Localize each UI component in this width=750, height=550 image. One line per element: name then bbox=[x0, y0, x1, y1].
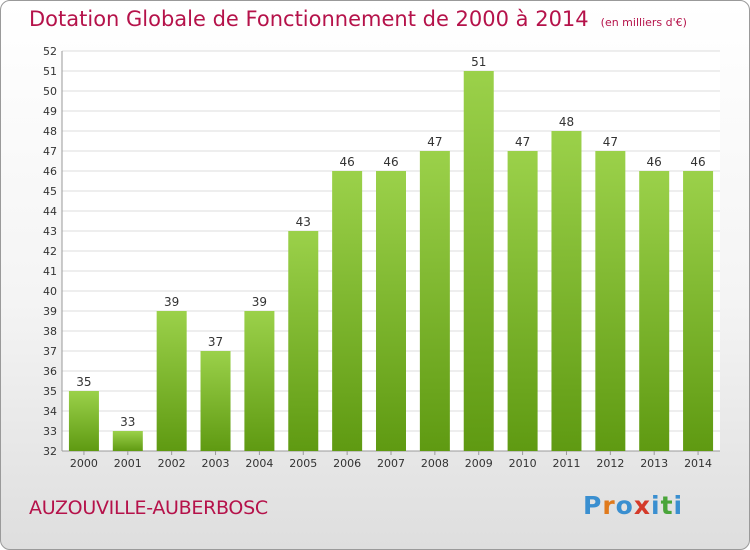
data-label: 47 bbox=[427, 135, 442, 149]
bar-2008 bbox=[419, 151, 450, 451]
bar-2014 bbox=[683, 171, 714, 451]
x-tick-label: 2009 bbox=[465, 457, 493, 470]
data-label: 47 bbox=[603, 135, 618, 149]
data-label: 35 bbox=[76, 375, 91, 389]
logo-letter: o bbox=[615, 491, 634, 520]
data-label: 46 bbox=[383, 155, 398, 169]
y-tick-label: 44 bbox=[43, 205, 57, 218]
x-tick-label: 2013 bbox=[640, 457, 668, 470]
data-label: 51 bbox=[471, 55, 486, 69]
y-tick-label: 49 bbox=[43, 105, 57, 118]
y-tick-label: 35 bbox=[43, 385, 57, 398]
x-tick-label: 2012 bbox=[596, 457, 624, 470]
y-tick-label: 38 bbox=[43, 325, 57, 338]
y-tick-label: 45 bbox=[43, 185, 57, 198]
bar-2005 bbox=[288, 231, 319, 451]
logo-letter: t bbox=[660, 491, 674, 520]
data-label: 48 bbox=[559, 115, 574, 129]
bar-2003 bbox=[200, 351, 231, 451]
y-tick-label: 39 bbox=[43, 305, 57, 318]
y-tick-label: 50 bbox=[43, 85, 57, 98]
y-tick-label: 34 bbox=[43, 405, 57, 418]
bar-2013 bbox=[639, 171, 670, 451]
logo-letter: i bbox=[651, 491, 661, 520]
bar-2012 bbox=[595, 151, 626, 451]
y-tick-label: 36 bbox=[43, 365, 57, 378]
data-label: 39 bbox=[252, 295, 267, 309]
y-tick-label: 43 bbox=[43, 225, 57, 238]
y-tick-label: 46 bbox=[43, 165, 57, 178]
x-tick-label: 2005 bbox=[289, 457, 317, 470]
unit-note: (en milliers d'€) bbox=[600, 16, 687, 29]
logo-letter: x bbox=[633, 491, 651, 520]
y-tick-label: 37 bbox=[43, 345, 57, 358]
x-tick-label: 2000 bbox=[70, 457, 98, 470]
x-tick-label: 2001 bbox=[114, 457, 142, 470]
bar-2001 bbox=[112, 431, 143, 451]
logo-letter: r bbox=[602, 491, 616, 520]
bar-2004 bbox=[244, 311, 275, 451]
logo-letter: P bbox=[583, 491, 603, 520]
bar-2002 bbox=[156, 311, 187, 451]
x-tick-label: 2010 bbox=[509, 457, 537, 470]
x-tick-label: 2011 bbox=[552, 457, 580, 470]
data-label: 39 bbox=[164, 295, 179, 309]
data-label: 46 bbox=[690, 155, 705, 169]
x-tick-label: 2002 bbox=[158, 457, 186, 470]
x-tick-label: 2006 bbox=[333, 457, 361, 470]
y-tick-label: 40 bbox=[43, 285, 57, 298]
data-label: 37 bbox=[208, 335, 223, 349]
data-label: 47 bbox=[515, 135, 530, 149]
y-tick-label: 52 bbox=[43, 45, 57, 58]
bar-2011 bbox=[551, 131, 582, 451]
y-tick-label: 32 bbox=[43, 445, 57, 458]
title-text: Dotation Globale de Fonctionnement de 20… bbox=[29, 7, 589, 31]
data-label: 46 bbox=[339, 155, 354, 169]
x-tick-label: 2007 bbox=[377, 457, 405, 470]
y-tick-label: 47 bbox=[43, 145, 57, 158]
bar-2009 bbox=[463, 71, 494, 451]
x-tick-label: 2003 bbox=[202, 457, 230, 470]
x-tick-label: 2014 bbox=[684, 457, 712, 470]
y-tick-label: 48 bbox=[43, 125, 57, 138]
bar-2010 bbox=[507, 151, 538, 451]
y-tick-label: 42 bbox=[43, 245, 57, 258]
bar-2000 bbox=[68, 391, 99, 451]
y-tick-label: 51 bbox=[43, 65, 57, 78]
chart-title: Dotation Globale de Fonctionnement de 20… bbox=[29, 7, 687, 31]
logo-letter: i bbox=[673, 491, 684, 520]
commune-name: AUZOUVILLE-AUBERBOSC bbox=[29, 497, 268, 519]
data-label: 46 bbox=[647, 155, 662, 169]
data-label: 33 bbox=[120, 415, 135, 429]
bar-2006 bbox=[332, 171, 363, 451]
x-tick-label: 2008 bbox=[421, 457, 449, 470]
data-label: 43 bbox=[296, 215, 311, 229]
proxiti-logo[interactable]: Proxiti bbox=[583, 491, 683, 520]
x-tick-label: 2004 bbox=[245, 457, 273, 470]
y-tick-label: 41 bbox=[43, 265, 57, 278]
bar-2007 bbox=[376, 171, 406, 451]
y-tick-label: 33 bbox=[43, 425, 57, 438]
